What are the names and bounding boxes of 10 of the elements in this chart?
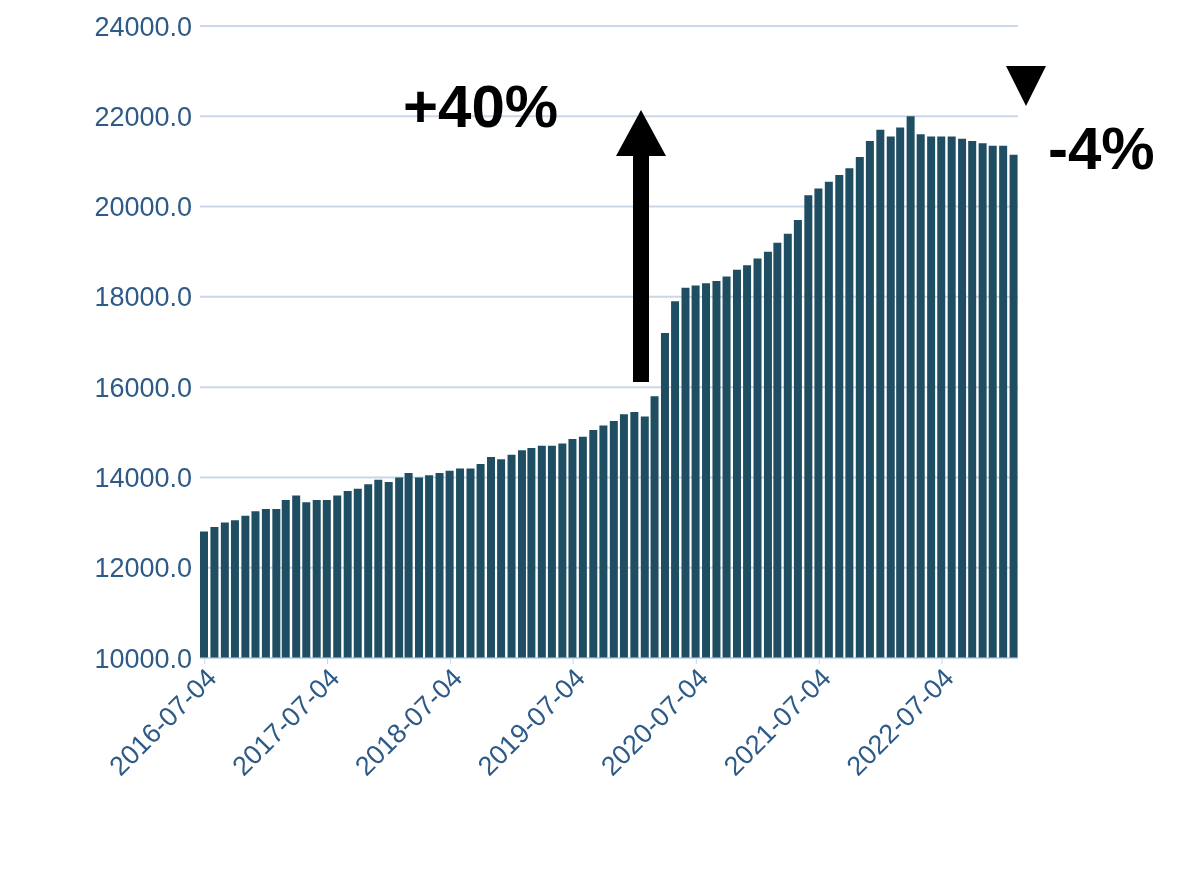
y-tick-label: 18000.0 <box>94 282 192 313</box>
annotation: +40% <box>403 72 559 141</box>
text: -4% <box>1048 114 1155 183</box>
y-tick-label: 12000.0 <box>94 553 192 584</box>
y-tick-label: 10000.0 <box>94 643 192 674</box>
y-tick-label: 22000.0 <box>94 101 192 132</box>
y-tick-label: 16000.0 <box>94 372 192 403</box>
y-tick-label: 24000.0 <box>94 11 192 42</box>
y-tick-label: 20000.0 <box>94 192 192 223</box>
y-tick-label: 14000.0 <box>94 463 192 494</box>
